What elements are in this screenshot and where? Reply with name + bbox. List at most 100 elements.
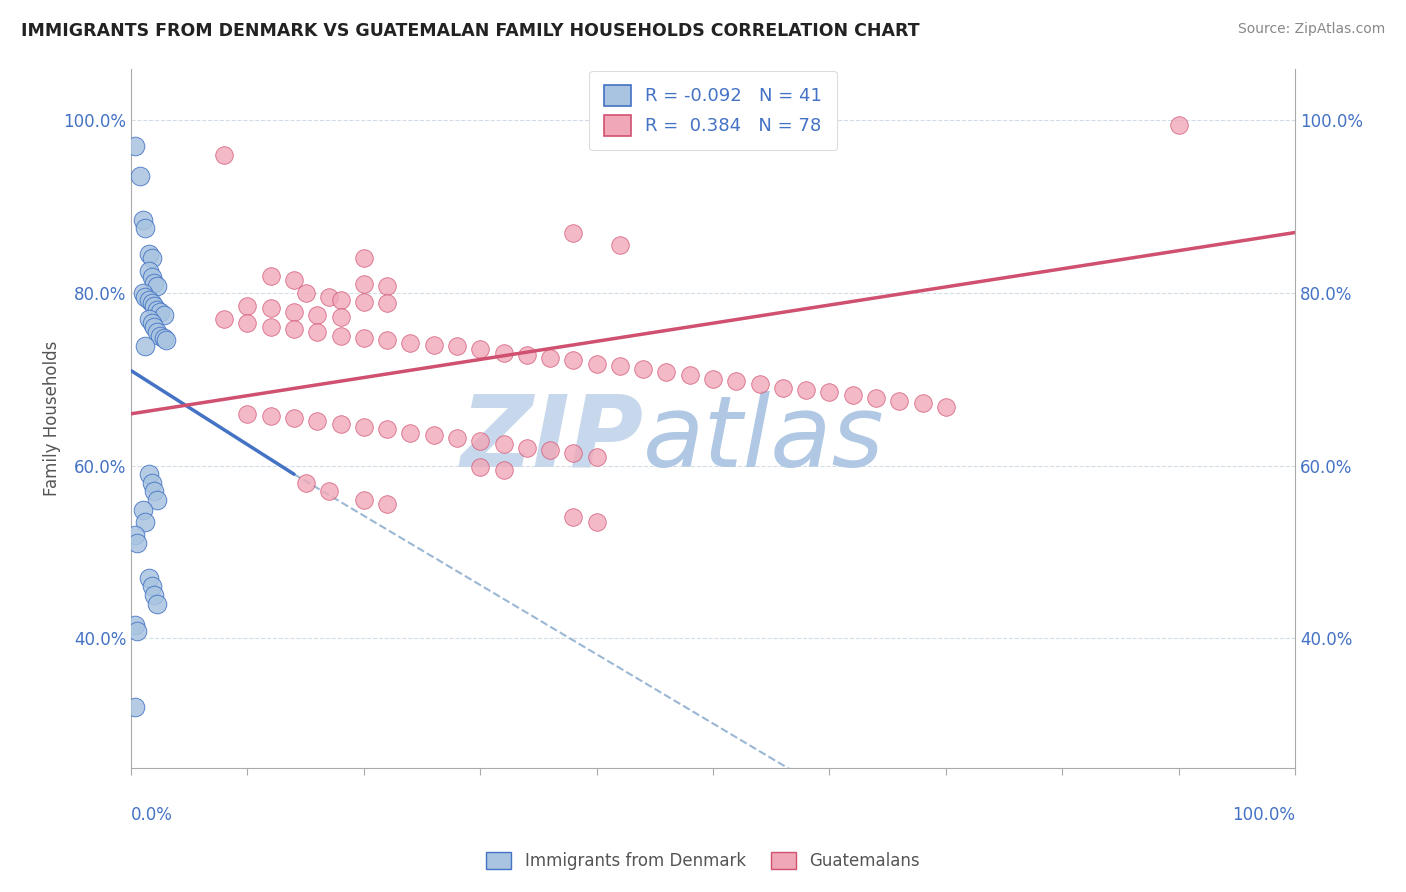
- Point: [143, 299, 166, 313]
- Point: [145, 493, 167, 508]
- Point: [446, 431, 468, 445]
- Point: [889, 393, 911, 408]
- Point: [149, 305, 172, 319]
- Point: [283, 411, 305, 425]
- Point: [145, 279, 167, 293]
- Point: [138, 264, 160, 278]
- Text: 0.0%: 0.0%: [131, 806, 173, 824]
- Point: [353, 294, 375, 309]
- Point: [538, 443, 561, 458]
- Point: [124, 618, 146, 632]
- Point: [562, 353, 585, 368]
- Point: [155, 334, 177, 348]
- Point: [134, 339, 156, 353]
- Point: [679, 368, 702, 382]
- Point: [318, 484, 340, 499]
- Point: [865, 391, 887, 405]
- Point: [353, 419, 375, 434]
- Point: [375, 296, 398, 310]
- Point: [329, 310, 352, 325]
- Legend: Immigrants from Denmark, Guatemalans: Immigrants from Denmark, Guatemalans: [479, 845, 927, 877]
- Text: Source: ZipAtlas.com: Source: ZipAtlas.com: [1237, 22, 1385, 37]
- Point: [143, 588, 166, 602]
- Point: [748, 376, 770, 391]
- Point: [134, 290, 156, 304]
- Text: ZIP: ZIP: [460, 391, 643, 488]
- Point: [141, 316, 163, 330]
- Point: [702, 372, 724, 386]
- Point: [470, 342, 492, 356]
- Point: [470, 434, 492, 449]
- Point: [725, 374, 748, 388]
- Point: [236, 316, 259, 330]
- Point: [141, 270, 163, 285]
- Point: [446, 339, 468, 353]
- Point: [125, 536, 148, 550]
- Point: [145, 597, 167, 611]
- Point: [141, 475, 163, 490]
- Point: [236, 407, 259, 421]
- Point: [516, 348, 538, 362]
- Point: [353, 277, 375, 292]
- Point: [138, 247, 160, 261]
- Point: [492, 437, 515, 451]
- Point: [422, 428, 444, 442]
- Point: [152, 331, 174, 345]
- Point: [492, 346, 515, 360]
- Point: [132, 212, 155, 227]
- Point: [538, 351, 561, 365]
- Point: [141, 579, 163, 593]
- Point: [134, 221, 156, 235]
- Point: [124, 700, 146, 714]
- Point: [492, 463, 515, 477]
- Point: [794, 383, 817, 397]
- Point: [138, 293, 160, 307]
- Point: [143, 276, 166, 290]
- Point: [260, 320, 283, 334]
- Point: [307, 414, 329, 428]
- Point: [702, 804, 724, 818]
- Point: [283, 305, 305, 319]
- Point: [562, 510, 585, 524]
- Point: [124, 527, 146, 541]
- Point: [585, 450, 607, 464]
- Legend: R = -0.092   N = 41, R =  0.384   N = 78: R = -0.092 N = 41, R = 0.384 N = 78: [589, 70, 837, 150]
- Point: [294, 475, 316, 490]
- Point: [516, 442, 538, 456]
- Point: [818, 385, 841, 400]
- Point: [307, 325, 329, 339]
- Point: [141, 296, 163, 310]
- Point: [318, 290, 340, 304]
- Text: IMMIGRANTS FROM DENMARK VS GUATEMALAN FAMILY HOUSEHOLDS CORRELATION CHART: IMMIGRANTS FROM DENMARK VS GUATEMALAN FA…: [21, 22, 920, 40]
- Point: [134, 515, 156, 529]
- Point: [935, 400, 957, 414]
- Point: [236, 299, 259, 313]
- Point: [145, 303, 167, 318]
- Point: [212, 148, 235, 162]
- Point: [329, 293, 352, 307]
- Point: [283, 273, 305, 287]
- Point: [772, 381, 794, 395]
- Point: [294, 285, 316, 300]
- Point: [841, 388, 863, 402]
- Point: [562, 226, 585, 240]
- Y-axis label: Family Households: Family Households: [44, 341, 60, 496]
- Point: [132, 503, 155, 517]
- Point: [132, 285, 155, 300]
- Point: [329, 417, 352, 432]
- Point: [911, 396, 934, 410]
- Point: [609, 238, 631, 252]
- Point: [422, 337, 444, 351]
- Point: [143, 484, 166, 499]
- Point: [375, 279, 398, 293]
- Point: [562, 445, 585, 459]
- Point: [585, 515, 607, 529]
- Point: [138, 467, 160, 482]
- Point: [149, 329, 172, 343]
- Text: atlas: atlas: [643, 391, 884, 488]
- Point: [470, 460, 492, 475]
- Point: [125, 624, 148, 639]
- Point: [655, 365, 678, 379]
- Text: 100.0%: 100.0%: [1232, 806, 1295, 824]
- Point: [260, 268, 283, 283]
